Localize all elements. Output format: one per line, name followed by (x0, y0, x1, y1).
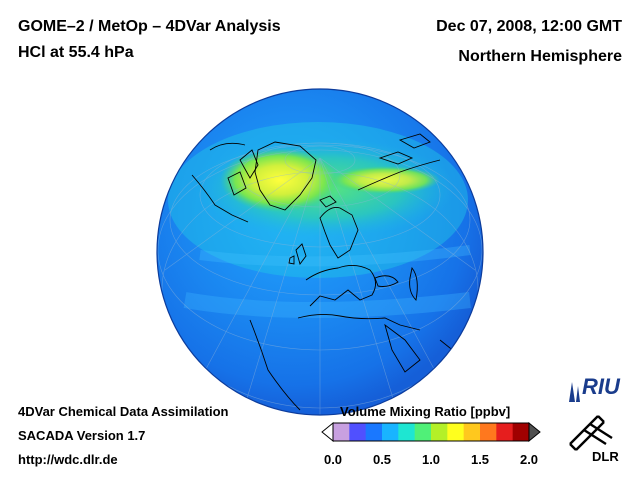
dlr-logo-text: DLR (592, 449, 619, 464)
date-label: Dec 07, 2008, 12:00 GMT (436, 18, 622, 35)
colorbar-tick-label: 0.5 (372, 452, 392, 467)
globe-edge (156, 88, 484, 416)
footer-line1: 4DVar Chemical Data Assimilation (18, 404, 229, 419)
colorbar-tick-label: 0.0 (323, 452, 343, 467)
riu-logo-text: RIU (582, 374, 620, 399)
colorbar-tick-label: 2.0 (519, 452, 539, 467)
footer-line3: http://wdc.dlr.de (18, 452, 118, 467)
dlr-logo: DLR (562, 412, 626, 468)
dlr-logo-mark (569, 415, 613, 451)
riu-logo: RIU (566, 374, 626, 404)
colorbar-title: Volume Mixing Ratio [ppbv] (340, 404, 511, 419)
title-line2: HCl at 55.4 hPa (18, 44, 134, 61)
hcl-max-siberia (330, 166, 440, 194)
region-label: Northern Hemisphere (458, 48, 622, 65)
title-line1: GOME–2 / MetOp – 4DVar Analysis (18, 18, 281, 35)
hcl-max-greenland (220, 148, 340, 212)
colorbar-tick-label: 1.0 (421, 452, 441, 467)
colorbar-tick-label: 1.5 (470, 452, 490, 467)
footer-line2: SACADA Version 1.7 (18, 428, 146, 443)
